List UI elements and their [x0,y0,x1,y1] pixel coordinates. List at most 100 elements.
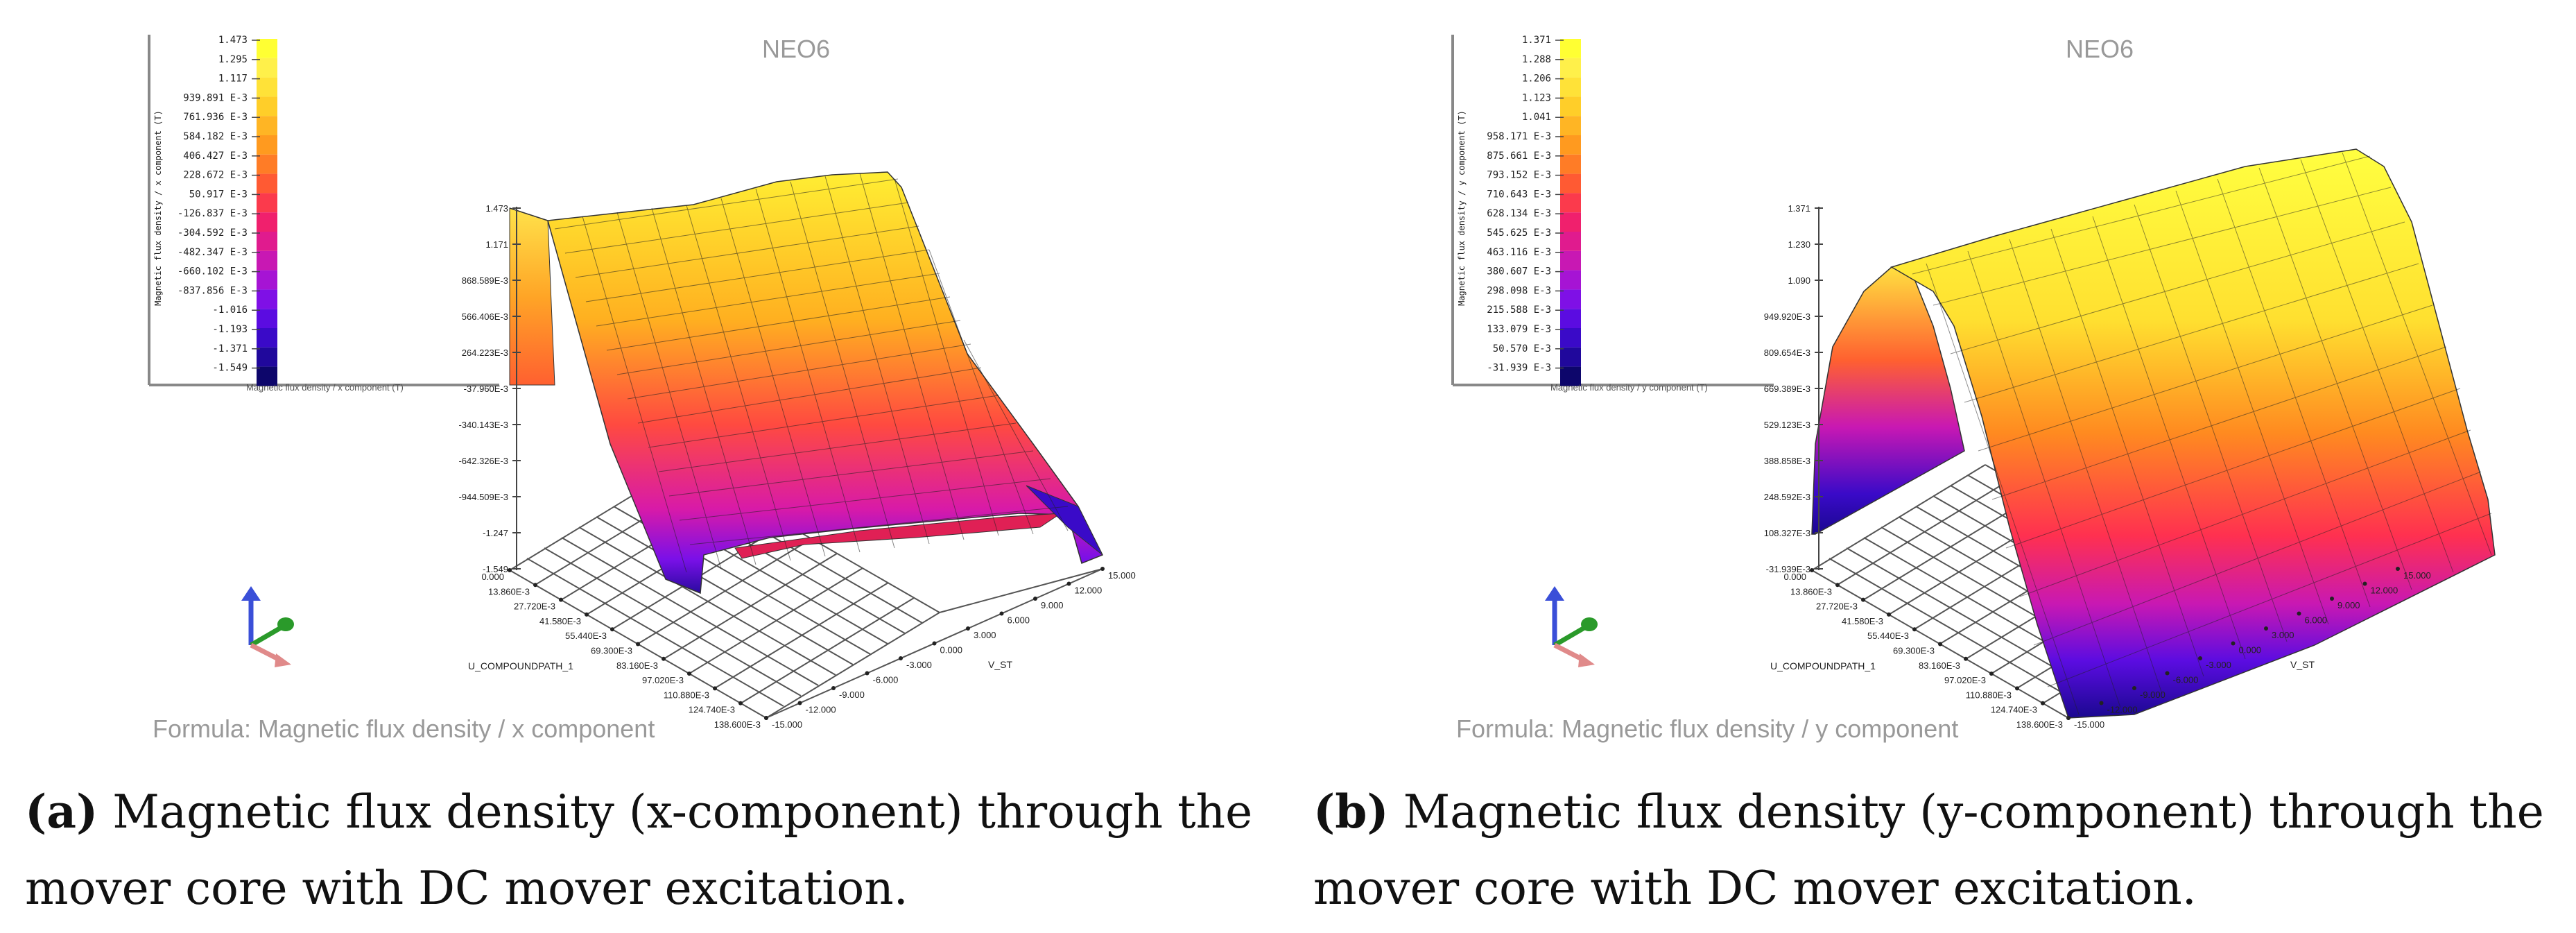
v-tick [1033,597,1037,601]
legend-swatch [257,116,277,135]
v-tick [1066,581,1071,586]
legend-swatch [1560,366,1581,386]
v-tick [2396,567,2400,571]
v-tick [865,671,870,676]
legend-value: 1.371 [1522,35,1551,46]
v-tick-label: -9.000 [839,690,865,700]
legend-value: 50.917 E-3 [189,189,248,200]
legend-value: 380.607 E-3 [1487,266,1551,277]
chart-title: NEO6 [762,35,830,63]
v-tick-label: -12.000 [2107,705,2138,715]
legend-value: 939.891 E-3 [183,92,248,103]
u-tick-label: 41.580E-3 [539,616,581,626]
u-tick [713,686,717,691]
z-tick-label: 949.920E-3 [1764,311,1810,322]
legend-swatch [257,232,277,251]
v-tick-label: 6.000 [1008,615,1030,626]
surface-b [1811,148,2496,719]
u-tick [610,627,614,632]
u-tick [1912,627,1917,632]
v-tick [797,701,802,705]
legend-swatch [1560,250,1581,271]
z-tick-label: 264.223E-3 [462,348,508,358]
v-tick [932,641,937,646]
u-tick [1835,583,1840,588]
formula-label: Formula: Magnetic flux density / x compo… [153,714,655,743]
u-tick-label: 27.720E-3 [514,601,555,612]
z-axis-ticks: 1.371 1.230 1.090 949.920E-3 809.654E-3 669.3… [1764,203,1823,574]
z-tick-label: -944.509E-3 [458,492,508,502]
v-tick-label: -12.000 [806,705,836,715]
z-tick-label: 868.589E-3 [462,275,508,286]
v-axis-label: V_ST [988,659,1012,670]
legend-swatch [257,366,277,386]
u-tick-label: 97.020E-3 [642,675,684,685]
z-tick-label: 388.858E-3 [1764,456,1810,466]
legend-swatch [1560,154,1581,174]
legend-value: -837.856 E-3 [178,285,248,296]
legend-swatch [1560,193,1581,213]
legend-value: -1.371 [212,343,248,354]
v-tick [2132,686,2136,690]
u-tick [585,612,589,617]
u-tick-label: 138.600E-3 [714,719,761,730]
legend-title: Magnetic flux density / x component (T) [153,110,163,306]
legend-swatch [1560,328,1581,348]
v-tick-label: -15.000 [772,719,802,730]
legend-value: 228.672 E-3 [183,170,248,181]
u-tick-label: 0.000 [1783,572,1806,582]
v-tick [999,611,1004,616]
legend-swatch [257,309,277,328]
legend-value: 50.570 E-3 [1493,343,1551,354]
legend-swatch [257,328,277,348]
legend-swatch [1560,116,1581,135]
u-axis-label: U_COMPOUNDPATH_1 [1770,660,1876,671]
v-tick [831,686,836,690]
v-tick-label: 6.000 [2305,615,2328,626]
legend-value: -304.592 E-3 [178,228,248,239]
v-tick [2330,597,2334,601]
z-tick-label: 566.406E-3 [462,311,508,322]
u-tick [1964,656,1968,661]
z-tick-label: -37.960E-3 [464,384,508,394]
legend-swatch [1560,289,1581,309]
v-tick [966,626,970,631]
legend-footer: Magnetic flux density / x component (T) [246,382,404,393]
v-tick [764,716,768,720]
legend-value: 545.625 E-3 [1487,228,1551,239]
u-tick [1938,642,1942,647]
z-tick-label: -642.326E-3 [458,456,508,466]
legend-value: 1.295 [218,54,248,65]
v-axis-ticks: -15.000-12.000-9.000 -6.000 -3.000 0.000 3.0… [2066,567,2431,730]
legend-value: 793.152 E-3 [1487,170,1551,181]
formula-label: Formula: Magnetic flux density / y compo… [1456,714,1958,743]
legend-value: -126.837 E-3 [178,208,248,219]
v-tick [1100,567,1105,571]
legend-swatch [1560,173,1581,194]
v-tick [2099,701,2104,705]
legend-value: -482.347 E-3 [178,247,248,258]
legend-swatch [257,173,277,194]
legend-swatch [257,39,277,58]
z-tick-label: 108.327E-3 [1764,528,1810,538]
u-tick-label: 55.440E-3 [565,631,607,641]
v-tick-label: -3.000 [2206,660,2231,670]
v-tick-label: -15.000 [2074,719,2104,730]
legend-value: 1.117 [218,74,248,85]
legend-swatch [1560,58,1581,78]
figure-panel-b: 1.371 1.288 1.206 1.123 1.041 958.171 E-3 875.… [1288,0,2576,933]
legend-swatch [257,212,277,232]
v-tick [2066,716,2071,720]
v-tick [2165,671,2170,676]
surface-a [509,171,1104,594]
u-tick-label: 124.740E-3 [689,705,735,715]
u-tick [559,597,563,602]
legend-swatch [257,250,277,271]
caption-text: Magnetic flux density (x-component) thro… [25,785,1253,915]
u-tick-label: 110.880E-3 [664,690,709,700]
u-tick-label: 124.740E-3 [1991,705,2037,715]
surface-plot-a: 1.473 1.295 1.117 939.891 E-3 761.936 E-3 584… [148,35,1136,743]
legend-swatch [1560,212,1581,232]
u-tick [1989,671,1994,676]
u-tick [1861,597,1865,602]
